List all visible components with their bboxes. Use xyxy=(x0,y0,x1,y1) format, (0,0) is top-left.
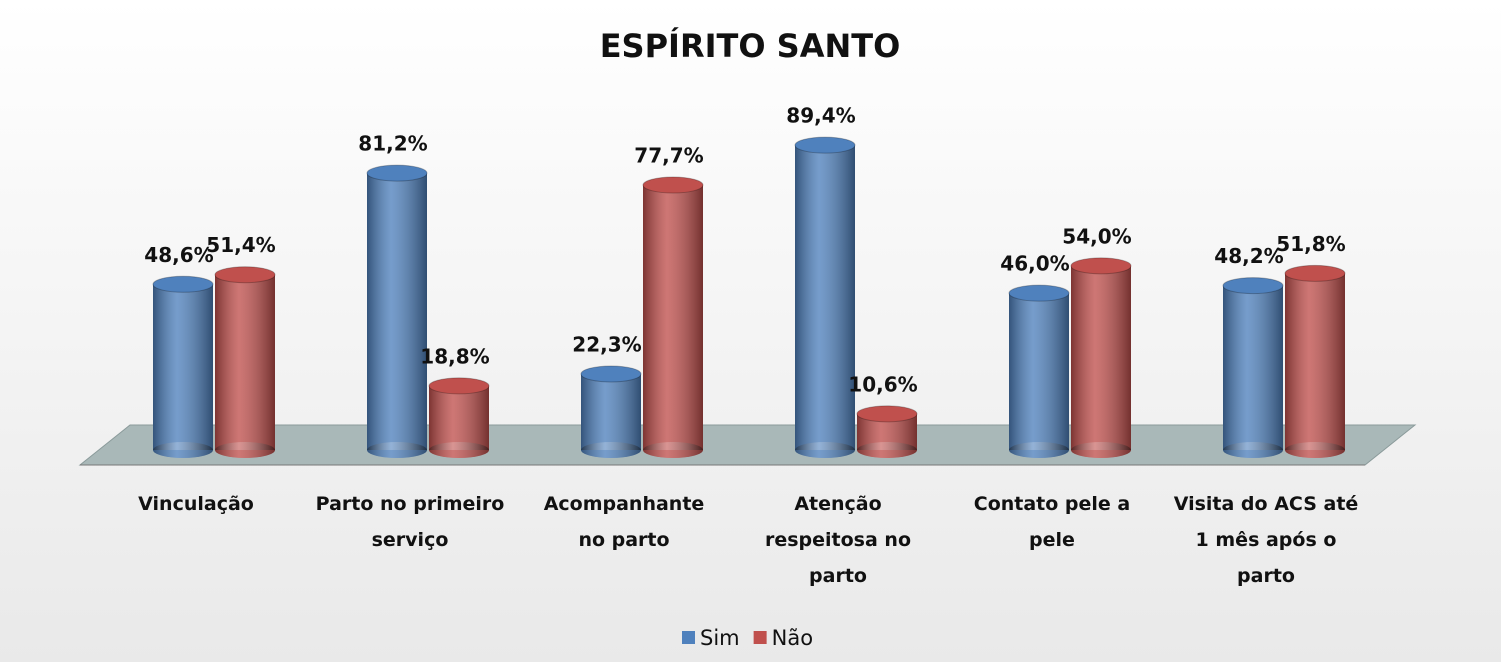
cylinder-bottom-shade xyxy=(1009,442,1069,458)
legend-label: Não xyxy=(772,626,813,650)
value-label: 10,6% xyxy=(848,372,917,396)
bar-shade xyxy=(795,145,855,450)
legend-swatch xyxy=(682,631,695,644)
x-tick-label: Visita do ACS até 1 mês após o parto xyxy=(1173,493,1359,587)
cylinder-top xyxy=(366,164,428,182)
bar-shade xyxy=(1285,273,1345,450)
x-tick-label: Contato pele a pele xyxy=(973,493,1131,551)
cylinder xyxy=(152,275,214,458)
cylinder xyxy=(214,266,276,458)
value-label: 51,8% xyxy=(1276,232,1345,256)
cylinder xyxy=(642,176,704,458)
value-label: 77,7% xyxy=(634,144,703,168)
cylinder-top xyxy=(214,266,276,284)
bar-shade xyxy=(643,185,703,450)
cylinder-bottom-shade xyxy=(215,442,275,458)
x-tick-label: Parto no primeiro serviço xyxy=(315,493,505,551)
cylinder-bottom-shade xyxy=(581,442,641,458)
value-label: 18,8% xyxy=(420,344,489,368)
value-label: 22,3% xyxy=(572,332,641,356)
cylinder-bottom-shade xyxy=(857,442,917,458)
cylinder-bottom-shade xyxy=(367,442,427,458)
bar-shade xyxy=(581,373,641,450)
cylinder-top xyxy=(152,275,214,293)
bar-shade xyxy=(1071,265,1131,450)
floor xyxy=(78,424,1417,466)
cylinder-bottom-shade xyxy=(795,442,855,458)
cylinder xyxy=(1222,277,1284,458)
bar-shade xyxy=(367,173,427,450)
value-label: 46,0% xyxy=(1000,252,1069,276)
value-label: 81,2% xyxy=(358,132,427,156)
cylinder-top xyxy=(1284,264,1346,282)
value-label: 48,6% xyxy=(144,243,213,267)
bar-shade xyxy=(1223,285,1283,450)
cylinder-top xyxy=(794,136,856,154)
cylinder xyxy=(366,164,428,458)
cylinder-top xyxy=(1008,284,1070,302)
x-tick-label: Atenção respeitosa no parto xyxy=(764,493,912,587)
bar-shade xyxy=(153,284,213,450)
cylinder-bottom-shade xyxy=(153,442,213,458)
bar-shade xyxy=(215,274,275,450)
value-label: 48,2% xyxy=(1214,244,1283,268)
x-tick-label: Acompanhante no parto xyxy=(543,493,705,551)
cylinder xyxy=(1070,257,1132,458)
cylinder-top xyxy=(428,377,490,395)
legend-label: Sim xyxy=(700,626,740,650)
value-label: 89,4% xyxy=(786,104,855,128)
bar-shade xyxy=(1009,293,1069,450)
x-tick-label: Vinculação xyxy=(138,493,254,515)
cylinder xyxy=(1008,284,1070,458)
cylinder xyxy=(428,377,490,458)
cylinder xyxy=(794,136,856,458)
cylinder-top xyxy=(642,176,704,194)
cylinder-bottom-shade xyxy=(429,442,489,458)
bar-shade xyxy=(429,385,489,450)
cylinder-top xyxy=(1070,257,1132,275)
legend-swatch xyxy=(753,631,767,644)
cylinder-top xyxy=(856,405,918,423)
cylinder-bottom-shade xyxy=(1071,442,1131,458)
cylinder xyxy=(1284,264,1346,458)
cylinder-top xyxy=(1222,277,1284,295)
value-label: 51,4% xyxy=(206,233,275,257)
cylinder-bottom-shade xyxy=(643,442,703,458)
cylinder xyxy=(580,365,642,458)
cylinder-top xyxy=(580,365,642,383)
cylinder-bottom-shade xyxy=(1285,442,1345,458)
chart-title: ESPÍRITO SANTO xyxy=(600,27,901,65)
value-label: 54,0% xyxy=(1062,224,1131,248)
cylinder xyxy=(856,405,918,458)
cylinder-bottom-shade xyxy=(1223,442,1283,458)
